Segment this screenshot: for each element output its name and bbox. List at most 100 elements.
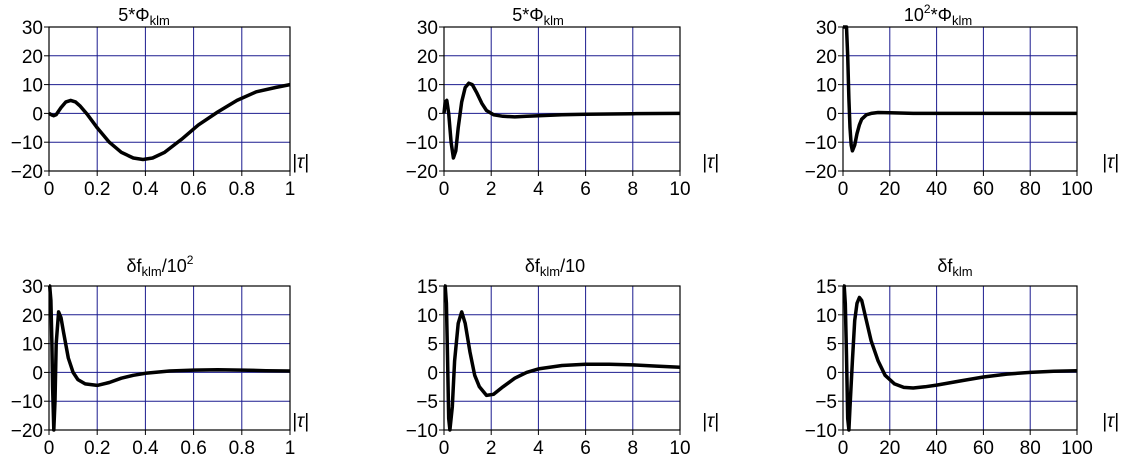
x-axis-label: |τ| [1102,152,1119,173]
plot-frame [48,26,291,172]
x-tick-label: 0 [44,179,55,200]
x-tick-label: 4 [533,179,544,200]
y-tick-label: −10 [406,421,438,442]
x-tick-label: 80 [1020,438,1041,459]
y-tick-label: 0 [427,104,438,125]
x-tick-label: 100 [1061,179,1093,200]
x-tick-label: 10 [669,438,690,459]
y-tick-label: 30 [816,18,837,39]
plot-frame [443,285,681,431]
x-tick-label: 0 [838,438,849,459]
y-tick-label: 20 [417,47,438,68]
x-tick-label: 60 [973,179,994,200]
x-tick-label: 0 [838,179,849,200]
y-tick-label: 20 [22,47,43,68]
chart-title: δfklm/10 [525,256,585,279]
x-tick-label: 0 [439,438,450,459]
x-axis-label: |τ| [292,152,309,173]
y-tick-label: −10 [406,133,438,154]
chart-title: δfklm [937,256,972,279]
plot-frame [48,285,291,431]
y-tick-label: −20 [11,421,43,442]
series-line [48,82,291,162]
plot-frame [443,26,681,172]
y-tick-label: −10 [11,392,43,413]
series-line [841,25,1077,153]
series-line [443,284,681,432]
y-tick-label: 10 [417,306,438,327]
x-axis-label: |τ| [292,411,309,432]
x-tick-label: 8 [628,438,639,459]
y-tick-label: 10 [816,306,837,327]
chart-title: 5*Φklm [118,5,170,28]
x-tick-label: 100 [1061,438,1093,459]
x-tick-label: 0.8 [229,179,255,200]
chart-panel-df-0-100: δfklm −10 −5 0 5 10 15 0 20 40 60 80 100 |τ| [805,256,1119,459]
y-tick-label: 20 [816,47,837,68]
x-axis-label: |τ| [702,152,719,173]
y-tick-label: 0 [826,363,837,384]
y-tick-label: −20 [406,162,438,183]
chart-panel-df-0-10: δfklm/10 −10 −5 0 5 10 15 0 2 4 6 8 10 |τ| [406,256,719,459]
y-tick-label: −10 [11,133,43,154]
x-tick-label: 6 [580,179,591,200]
y-tick-label: 15 [417,277,438,298]
x-tick-label: 20 [879,179,900,200]
x-tick-label: 0.6 [180,438,206,459]
y-tick-label: 30 [417,18,438,39]
y-tick-label: 10 [22,76,43,97]
chart-title: δfklm/102 [127,253,194,279]
x-tick-label: 40 [926,438,947,459]
plot-frame [842,26,1078,172]
x-tick-label: 80 [1020,179,1041,200]
x-tick-label: 0 [439,179,450,200]
y-tick-label: 20 [22,306,43,327]
x-tick-label: 10 [669,179,690,200]
y-tick-label: −20 [805,162,837,183]
y-tick-label: 0 [32,363,43,384]
x-tick-label: 0.4 [132,179,159,200]
y-tick-label: 5 [427,335,438,356]
chart-panel-phi-0-1: 5*Φklm −20 −10 0 10 20 30 0 0.2 0.4 0.6 0.8 1 |τ| [11,5,309,200]
y-tick-label: −10 [805,133,837,154]
y-tick-label: 10 [816,76,837,97]
plot-frame [842,285,1078,431]
chart-title: 5*Φklm [512,5,564,28]
y-tick-label: 5 [826,335,837,356]
y-tick-label: 10 [22,335,43,356]
y-tick-label: −5 [815,392,837,413]
x-tick-label: 20 [879,438,900,459]
y-tick-label: 0 [427,363,438,384]
chart-title: 102*Φklm [904,2,972,28]
x-tick-label: 2 [486,179,497,200]
x-tick-label: 8 [628,179,639,200]
x-tick-label: 60 [973,438,994,459]
y-tick-label: 10 [417,76,438,97]
x-tick-label: 0.2 [84,438,110,459]
x-tick-label: 0.2 [84,179,110,200]
series-line [442,81,681,160]
x-tick-label: 6 [580,438,591,459]
x-tick-label: 40 [926,179,947,200]
series-line [47,284,291,432]
chart-panel-phi-0-10: 5*Φklm −20 −10 0 10 20 30 0 2 4 6 8 10 |τ| [406,5,719,200]
x-tick-label: 1 [285,179,296,200]
series-line [842,284,1078,432]
y-tick-label: 30 [22,277,43,298]
y-tick-label: 0 [32,104,43,125]
x-tick-label: 0.6 [180,179,206,200]
x-tick-label: 4 [533,438,544,459]
x-tick-label: 0.8 [229,438,255,459]
y-tick-label: −20 [11,162,43,183]
x-axis-label: |τ| [1102,411,1119,432]
y-tick-label: 30 [22,18,43,39]
x-tick-label: 0.4 [132,438,159,459]
y-tick-label: −10 [805,421,837,442]
chart-panel-df-0-1: δfklm/102 −20 −10 0 10 20 30 0 0.2 0.4 0.6 0.8 1 |τ… [11,253,309,459]
x-tick-label: 2 [486,438,497,459]
y-tick-label: 0 [826,104,837,125]
chart-panel-phi-0-100: 102*Φklm −20 −10 0 10 20 30 0 20 40 60 80 100 |τ| [805,2,1119,200]
x-tick-label: 1 [285,438,296,459]
x-tick-label: 0 [44,438,55,459]
